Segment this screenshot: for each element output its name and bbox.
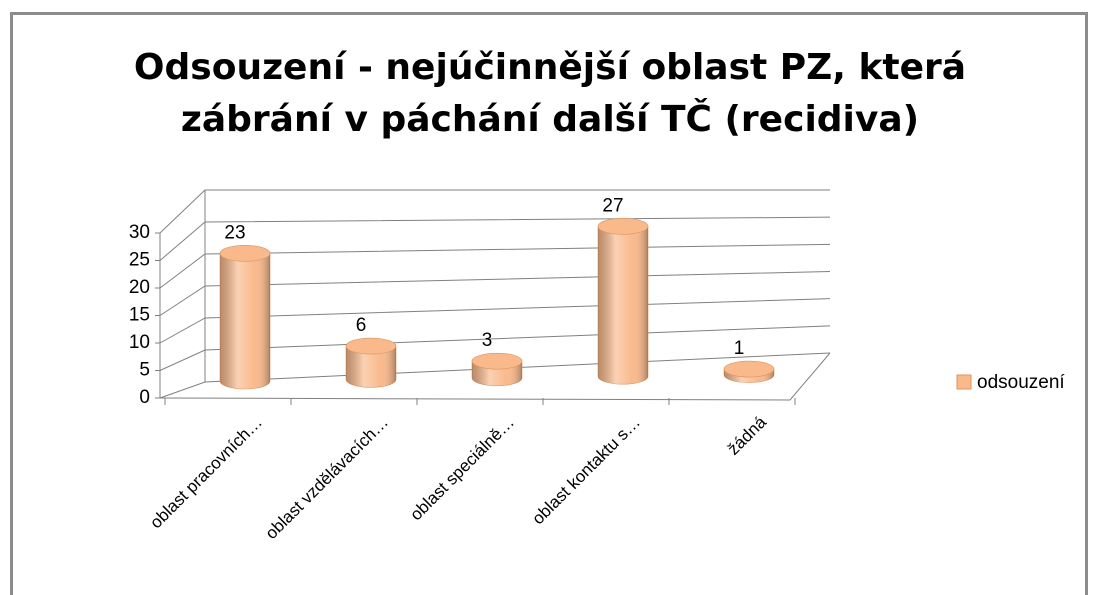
y-tick-label: 25 <box>129 250 150 271</box>
bar-top <box>219 245 271 262</box>
bar-top <box>597 218 649 235</box>
bar-top <box>345 337 397 355</box>
value-label: 6 <box>356 315 367 336</box>
value-label: 1 <box>734 338 745 359</box>
grid-line <box>159 189 830 234</box>
bar <box>219 245 271 390</box>
bar-shade <box>346 346 396 388</box>
x-tick-label: žádná <box>724 412 771 459</box>
y-tick-label: 10 <box>129 332 150 353</box>
floor <box>159 352 831 401</box>
value-label: 23 <box>224 222 245 243</box>
value-label: 3 <box>482 330 493 351</box>
legend-swatch <box>956 374 972 390</box>
chart-title: Odsouzení - nejúčinnější oblast PZ, kter… <box>133 47 967 140</box>
legend-label: odsouzení <box>977 372 1065 393</box>
bar-top <box>471 352 523 370</box>
x-tick-label: oblast pracovních… <box>146 413 266 533</box>
bar-top <box>723 360 775 378</box>
value-label: 27 <box>602 195 623 216</box>
x-tick-label: oblast vzdělávacích… <box>262 413 392 543</box>
y-tick-label: 20 <box>129 277 150 298</box>
chart-frame <box>10 12 1088 595</box>
y-tick-label: 0 <box>139 387 150 408</box>
bar <box>345 337 397 388</box>
y-tick-label: 5 <box>139 360 150 381</box>
y-tick-label: 30 <box>129 222 150 243</box>
bar-shade <box>598 226 648 385</box>
bar <box>723 360 775 383</box>
bar <box>597 218 649 385</box>
bar-shade <box>220 253 270 389</box>
x-tick-label: oblast speciálně… <box>406 413 518 525</box>
y-tick-label: 15 <box>129 305 150 326</box>
x-tick-label: oblast kontaktu s… <box>528 413 644 529</box>
bar <box>471 352 523 387</box>
